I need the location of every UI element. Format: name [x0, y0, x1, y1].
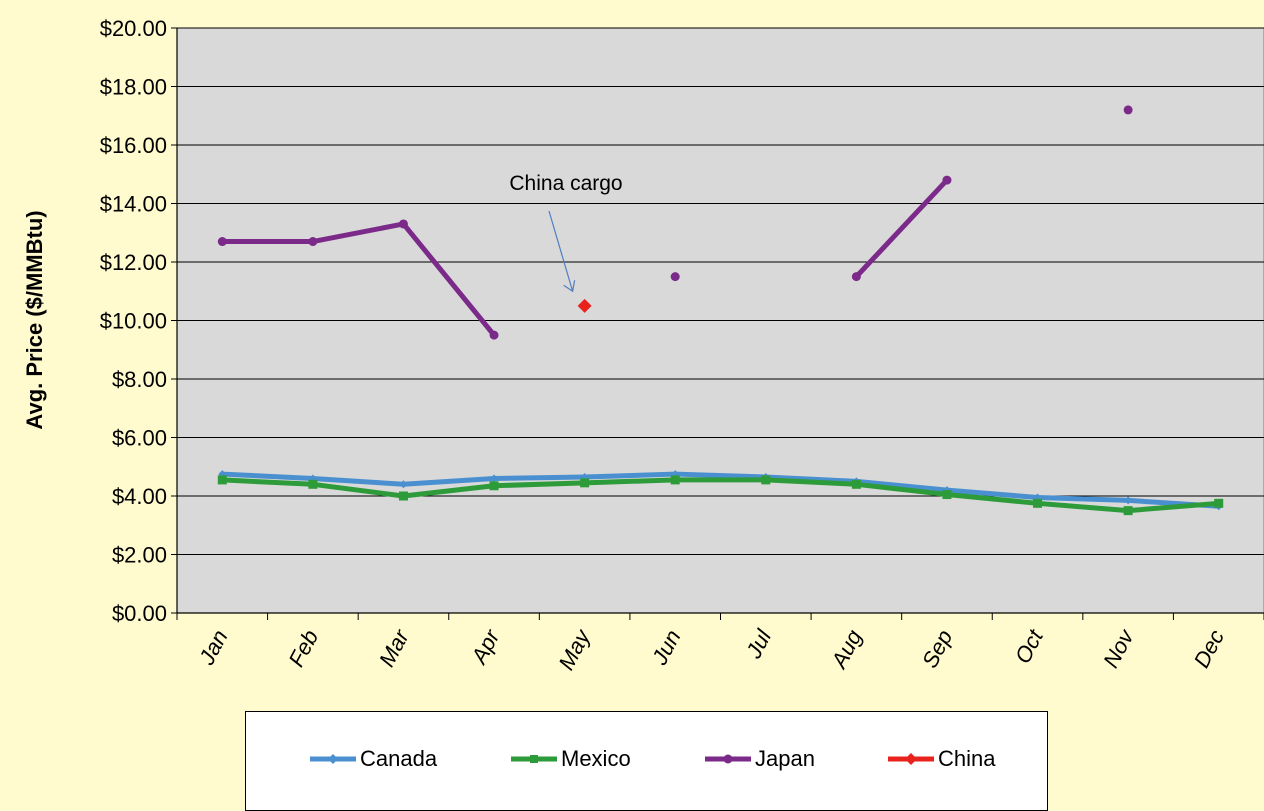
data-point-mexico: [217, 475, 227, 485]
x-tick-label: Dec: [1189, 626, 1229, 672]
series-line-japan: [219, 221, 497, 338]
data-point-canada: [1124, 496, 1133, 505]
x-tick-label: Apr: [465, 624, 505, 669]
data-point-mexico: [851, 479, 861, 489]
y-tick-label: $14.00: [100, 192, 167, 217]
y-tick-label: $0.00: [112, 601, 167, 626]
y-tick-label: $4.00: [112, 484, 167, 509]
series-japan: [217, 105, 1133, 340]
y-tick-label: $16.00: [100, 133, 167, 158]
data-point-japan: [942, 175, 952, 185]
data-point-japan: [1123, 105, 1133, 115]
x-tick-label: Sep: [917, 626, 957, 672]
data-point-mexico: [308, 479, 318, 489]
x-tick-label: Mar: [374, 624, 415, 671]
data-point-canada: [490, 474, 499, 483]
data-point-japan: [489, 330, 499, 340]
legend-item-canada: Canada: [308, 746, 437, 772]
data-point-mexico: [1123, 506, 1133, 516]
data-point-japan: [398, 219, 408, 229]
legend-item-china: China: [886, 746, 995, 772]
x-tick-label: May: [553, 624, 596, 674]
y-tick-label: $6.00: [112, 426, 167, 451]
y-tick-label: $20.00: [100, 16, 167, 41]
x-tick-label: Aug: [825, 625, 867, 674]
data-point-japan: [670, 272, 680, 282]
annotation-arrow: [548, 210, 574, 292]
annotation-label: China cargo: [509, 172, 622, 195]
legend-item-mexico: Mexico: [509, 746, 631, 772]
series-china: [577, 298, 592, 313]
y-tick-label: $12.00: [100, 250, 167, 275]
data-point-mexico: [761, 475, 771, 485]
legend-label-canada: Canada: [360, 746, 438, 771]
y-tick-label: $10.00: [100, 309, 167, 334]
x-tick-label: Nov: [1098, 624, 1139, 672]
y-axis-label: Avg. Price ($/MMBtu): [22, 210, 47, 429]
series-mexico: [217, 475, 1224, 516]
y-tick-label: $18.00: [100, 75, 167, 100]
data-point-mexico: [489, 481, 499, 491]
legend-item-japan: Japan: [703, 746, 815, 772]
series-line-japan: [853, 177, 950, 280]
x-tick-label: Oct: [1010, 625, 1049, 668]
y-tick-label: $8.00: [112, 367, 167, 392]
data-point-mexico: [398, 491, 408, 501]
legend-label-china: China: [938, 746, 996, 771]
data-point-japan: [308, 237, 318, 247]
data-point-china: [577, 298, 592, 313]
data-point-japan: [217, 237, 227, 247]
legend: Canada Mexico Japan China: [245, 711, 1048, 811]
x-tick-label: Jun: [646, 626, 685, 670]
data-point-canada: [399, 480, 408, 489]
legend-label-japan: Japan: [755, 746, 815, 771]
x-tick-label: Jan: [194, 626, 233, 670]
data-point-mexico: [1214, 498, 1224, 508]
data-point-mexico: [1033, 498, 1043, 508]
series-line-canada: [219, 471, 1222, 509]
data-point-japan: [851, 272, 861, 282]
x-tick-label: Jul: [740, 625, 776, 663]
series-line-mexico: [219, 477, 1222, 514]
legend-label-mexico: Mexico: [561, 746, 631, 771]
data-point-mexico: [580, 478, 590, 488]
y-tick-label: $2.00: [112, 543, 167, 568]
x-tick-label: Feb: [283, 626, 323, 671]
data-point-mexico: [942, 490, 952, 500]
data-point-mexico: [670, 475, 680, 485]
annotation-arrowhead: [563, 280, 576, 293]
